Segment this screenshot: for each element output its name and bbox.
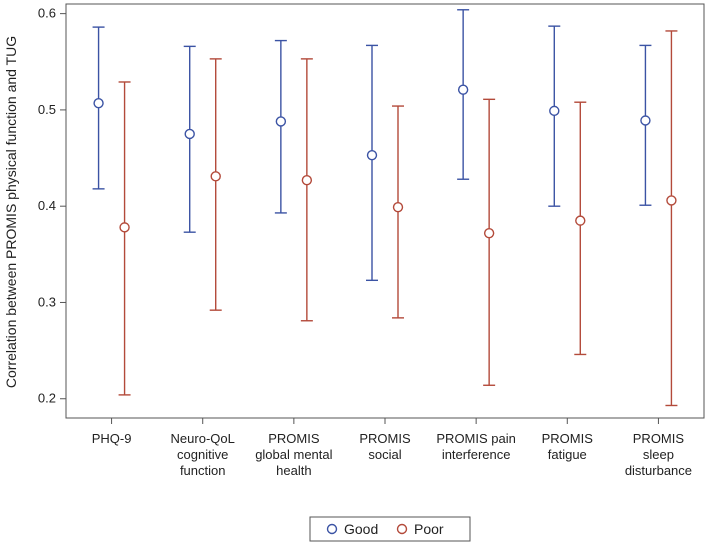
data-point xyxy=(184,128,195,140)
y-tick-label: 0.3 xyxy=(38,294,56,309)
y-tick-label: 0.5 xyxy=(38,102,56,117)
category-label-line: fatigue xyxy=(548,447,587,462)
chart-marks xyxy=(92,9,678,407)
category-label: PHQ-9 xyxy=(92,431,132,446)
data-point xyxy=(575,215,586,226)
y-axis: 0.2 0.3 0.4 0.5 0.6 xyxy=(38,6,66,406)
category-label: PROMIS sleep disturbance xyxy=(625,431,692,478)
y-tick-label: 0.4 xyxy=(38,198,56,213)
series-good xyxy=(92,9,652,282)
category-label: PROMIS fatigue xyxy=(542,431,594,462)
data-point xyxy=(275,116,287,127)
category-label: PROMIS social xyxy=(359,431,411,462)
data-point xyxy=(366,149,378,161)
category-label: Neuro-QoL cognitive function xyxy=(171,431,235,478)
category-label: PROMIS pain interference xyxy=(436,431,515,462)
plot-frame xyxy=(65,3,705,419)
data-point xyxy=(457,84,469,95)
category-label: PROMIS global mental health xyxy=(255,431,332,478)
category-label-line: PROMIS xyxy=(633,431,685,446)
legend-marker xyxy=(326,523,338,535)
series-poor xyxy=(118,30,678,407)
category-label-line: Neuro-QoL xyxy=(171,431,235,446)
category-label-line: PROMIS xyxy=(359,431,411,446)
category-label-line: interference xyxy=(442,447,511,462)
category-label-line: PHQ-9 xyxy=(92,431,132,446)
category-label-line: social xyxy=(368,447,401,462)
category-label-line: PROMIS pain xyxy=(436,431,515,446)
y-tick-label: 0.2 xyxy=(38,391,56,406)
legend-marker xyxy=(396,523,408,535)
category-label-line: global mental xyxy=(255,447,332,462)
category-label-line: function xyxy=(180,463,226,478)
data-point xyxy=(549,105,560,117)
data-point xyxy=(483,227,495,239)
legend-label: Poor xyxy=(414,521,444,537)
data-point xyxy=(392,201,404,213)
data-point xyxy=(119,222,130,233)
legend-label: Good xyxy=(344,521,378,537)
data-point xyxy=(210,171,221,182)
legend: Good Poor xyxy=(309,516,471,542)
category-label-line: sleep xyxy=(643,447,674,462)
category-label-line: PROMIS xyxy=(542,431,594,446)
data-point xyxy=(93,97,104,109)
data-point xyxy=(666,195,677,206)
y-tick-label: 0.6 xyxy=(38,6,56,21)
category-label-line: cognitive xyxy=(177,447,228,462)
data-point xyxy=(640,115,651,126)
category-label-line: PROMIS xyxy=(268,431,320,446)
data-point xyxy=(301,174,313,186)
category-label-line: health xyxy=(276,463,311,478)
category-label-line: disturbance xyxy=(625,463,692,478)
y-axis-title: Correlation between PROMIS physical func… xyxy=(3,36,19,388)
